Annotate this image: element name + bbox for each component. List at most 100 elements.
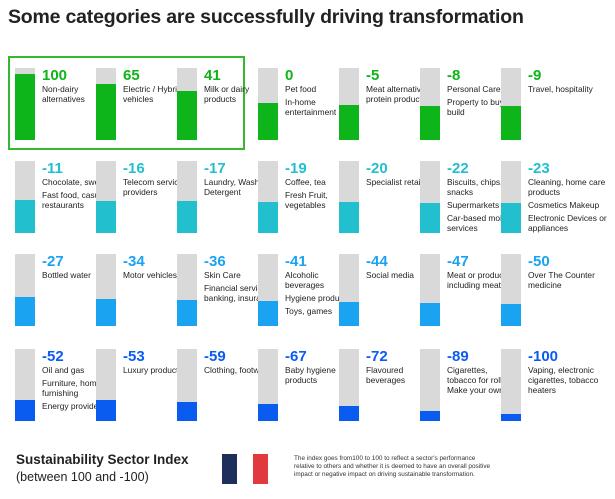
category-labels: Specialist retailers [366,177,438,191]
category-cell: -11 Chocolate, sweets Fast food, casual re… [8,151,110,243]
category-labels: Meat alternative protein products [366,84,438,108]
index-value: -44 [366,253,388,270]
bar-fill [339,302,359,326]
index-value: -72 [366,348,388,365]
category-labels: Luxury products [123,365,195,379]
bar-fill [15,400,35,421]
category-label: Milk or dairy products [204,84,250,104]
category-cell: -100 Vaping, electronic cigarettes, tobac… [494,339,598,431]
index-value: -27 [42,253,64,270]
category-cell: -5 Meat alternative protein products [332,58,426,150]
category-cell: -36 Skin Care Financial services, banking,… [170,244,274,336]
category-labels: Meat or products including meat [447,270,519,294]
bar-track [420,68,440,140]
category-cell: -89 Cigarettes, tobacco for roll, Make yo… [413,339,504,431]
category-cell: -59 Clothing, footwear [170,339,272,431]
category-label: Toys, games [285,305,333,316]
category-labels: Social media [366,270,438,284]
index-value: -19 [285,160,307,177]
category-labels: Milk or dairy products [204,84,276,108]
index-value: 0 [285,67,294,84]
category-cell: -19 Coffee, tea Fresh Fruit, vegetables [251,151,329,243]
category-label: Cigarettes, tobacco for roll, Make your … [447,365,505,395]
category-cell: -53 Luxury products [89,339,183,431]
bar-fill [15,297,35,326]
index-value: 100 [42,67,68,84]
category-label: Car-based mobility services [447,212,517,233]
category-cell: -52 Oil and gas Furniture, home furnishing… [8,339,105,431]
bar-track [177,349,197,421]
footnote: The index goes from100 to 100 to reflect… [294,455,491,478]
bar-fill [339,406,359,421]
bar-fill [258,202,278,233]
index-value: -100 [528,348,559,365]
bar-fill [339,202,359,233]
legend-subtitle: (between 100 and -100) [16,470,149,484]
category-cell: -23 Cleaning, home care products Cosmetics… [494,151,607,243]
bar-fill [177,300,197,326]
category-labels: Telecom service providers [123,177,195,201]
bar-track [420,349,440,421]
category-cell: -44 Social media [332,244,414,336]
index-value: -36 [204,253,226,270]
bar-track [339,349,359,421]
category-labels: Bottled water [42,270,114,284]
highlight-box [8,56,245,150]
bar-fill [15,74,35,140]
category-cell: 65 Electric / Hybrid vehicles [89,58,182,150]
bar-track [258,161,278,233]
bar-fill [96,84,116,140]
category-label: Laundry, Washing Detergent [204,177,271,197]
bar-track [501,68,521,140]
bar-fill [258,301,278,326]
bar-track [420,254,440,326]
index-value: -20 [366,160,388,177]
category-cell: -67 Baby hygiene products [251,339,336,431]
bar-track [96,161,116,233]
index-value: 41 [204,67,221,84]
category-cell: -8 Personal Care Property to buy or build [413,58,514,150]
category-labels: Coffee, tea Fresh Fruit, vegetables [285,177,357,214]
index-value: -41 [285,253,307,270]
category-labels: Motor vehicles [123,270,195,284]
index-value: -50 [528,253,550,270]
category-labels: Over The Counter medicine [528,270,612,294]
category-labels: Cleaning, home care products Cosmetics Ma… [528,177,612,237]
category-label: Bottled water [42,270,91,280]
bar-track [339,161,359,233]
category-label: Energy providers [42,400,106,411]
bar-fill [501,304,521,326]
index-value: -5 [366,67,380,84]
category-label: Coffee, tea [285,177,326,187]
index-value: -17 [204,160,226,177]
category-label: Property to buy or build [447,96,514,117]
index-value: -89 [447,348,469,365]
category-cell: -17 Laundry, Washing Detergent [170,151,271,243]
bar-track [339,68,359,140]
bar-fill [258,404,278,421]
index-value: -8 [447,67,461,84]
index-value: -22 [447,160,469,177]
bar-track [177,254,197,326]
category-cell: -22 Biscuits, chips, snacks Supermarkets Ca… [413,151,517,243]
category-label: Travel, hospitality [528,84,593,94]
category-label: Non-dairy alternatives [42,84,85,104]
bar-track [15,161,35,233]
category-label: Pet food [285,84,317,94]
category-label: Chocolate, sweets [42,177,111,187]
bar-fill [501,106,521,140]
bar-track [96,68,116,140]
bar-fill [501,203,521,233]
bar-track [177,161,197,233]
category-label: Cosmetics Makeup [528,199,600,210]
index-value: -16 [123,160,145,177]
bar-fill [96,299,116,326]
bar-fill [420,303,440,326]
bar-track [420,161,440,233]
category-cell: -47 Meat or products including meat [413,244,510,336]
index-value: -23 [528,160,550,177]
category-cell: -16 Telecom service providers [89,151,183,243]
category-cell: -34 Motor vehicles [89,244,177,336]
index-value: -59 [204,348,226,365]
bar-track [96,254,116,326]
